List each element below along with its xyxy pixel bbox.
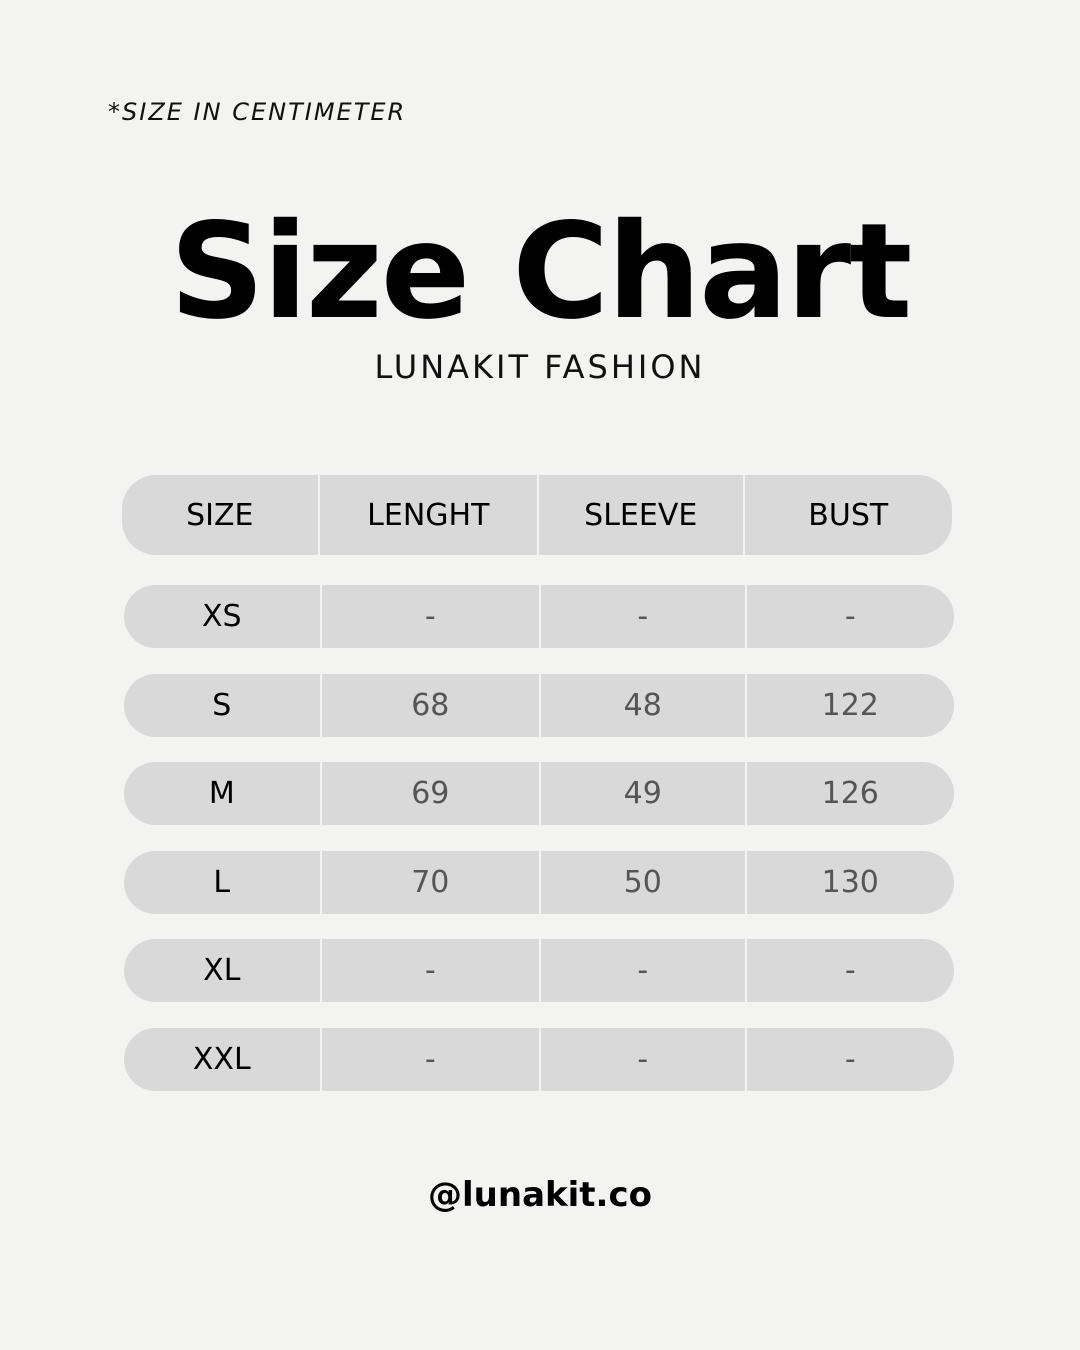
- table-header: SIZE LENGHT SLEEVE BUST: [122, 475, 952, 555]
- table-cell: 50: [539, 850, 745, 914]
- table-cell: -: [744, 939, 954, 1002]
- table-cell: 126: [744, 762, 954, 825]
- table-cell: 48: [539, 673, 745, 737]
- social-handle: @lunakit.co: [428, 1175, 652, 1215]
- header-cell: LENGHT: [317, 475, 537, 555]
- table-row: S 68 48 122: [124, 673, 954, 737]
- table-cell: -: [319, 1027, 539, 1091]
- table-cell: -: [539, 585, 745, 648]
- table-cell: XS: [201, 599, 242, 634]
- page-title: Size Chart: [169, 195, 913, 349]
- unit-note: *SIZE IN CENTIMETER: [108, 98, 407, 126]
- table-cell: 68: [319, 673, 539, 737]
- table-cell: 130: [744, 850, 954, 914]
- table-cell: M: [208, 776, 235, 811]
- header-cell: SIZE: [186, 497, 254, 533]
- table-row: L 70 50 130: [124, 850, 954, 914]
- table-cell: -: [539, 939, 745, 1002]
- table-cell: -: [539, 1027, 745, 1091]
- table-cell: -: [744, 1027, 954, 1091]
- table-cell: 70: [319, 850, 539, 914]
- table-cell: -: [319, 585, 539, 648]
- table-row: XL - - -: [124, 939, 954, 1002]
- table-cell: XXL: [192, 1041, 251, 1077]
- header-cell: BUST: [742, 475, 952, 555]
- table-row: XS - - -: [124, 585, 954, 648]
- table-cell: XL: [203, 953, 241, 988]
- table-cell: -: [319, 939, 539, 1002]
- brand-subtitle: LUNAKIT FASHION: [374, 348, 706, 386]
- header-cell: SLEEVE: [537, 475, 743, 555]
- table-cell: 69: [319, 762, 539, 825]
- table-cell: S: [212, 687, 232, 723]
- table-cell: L: [213, 864, 231, 900]
- table-row: M 69 49 126: [124, 762, 954, 825]
- table-row: XXL - - -: [124, 1027, 954, 1091]
- table-cell: 49: [539, 762, 745, 825]
- table-cell: 122: [744, 673, 954, 737]
- table-cell: -: [744, 585, 954, 648]
